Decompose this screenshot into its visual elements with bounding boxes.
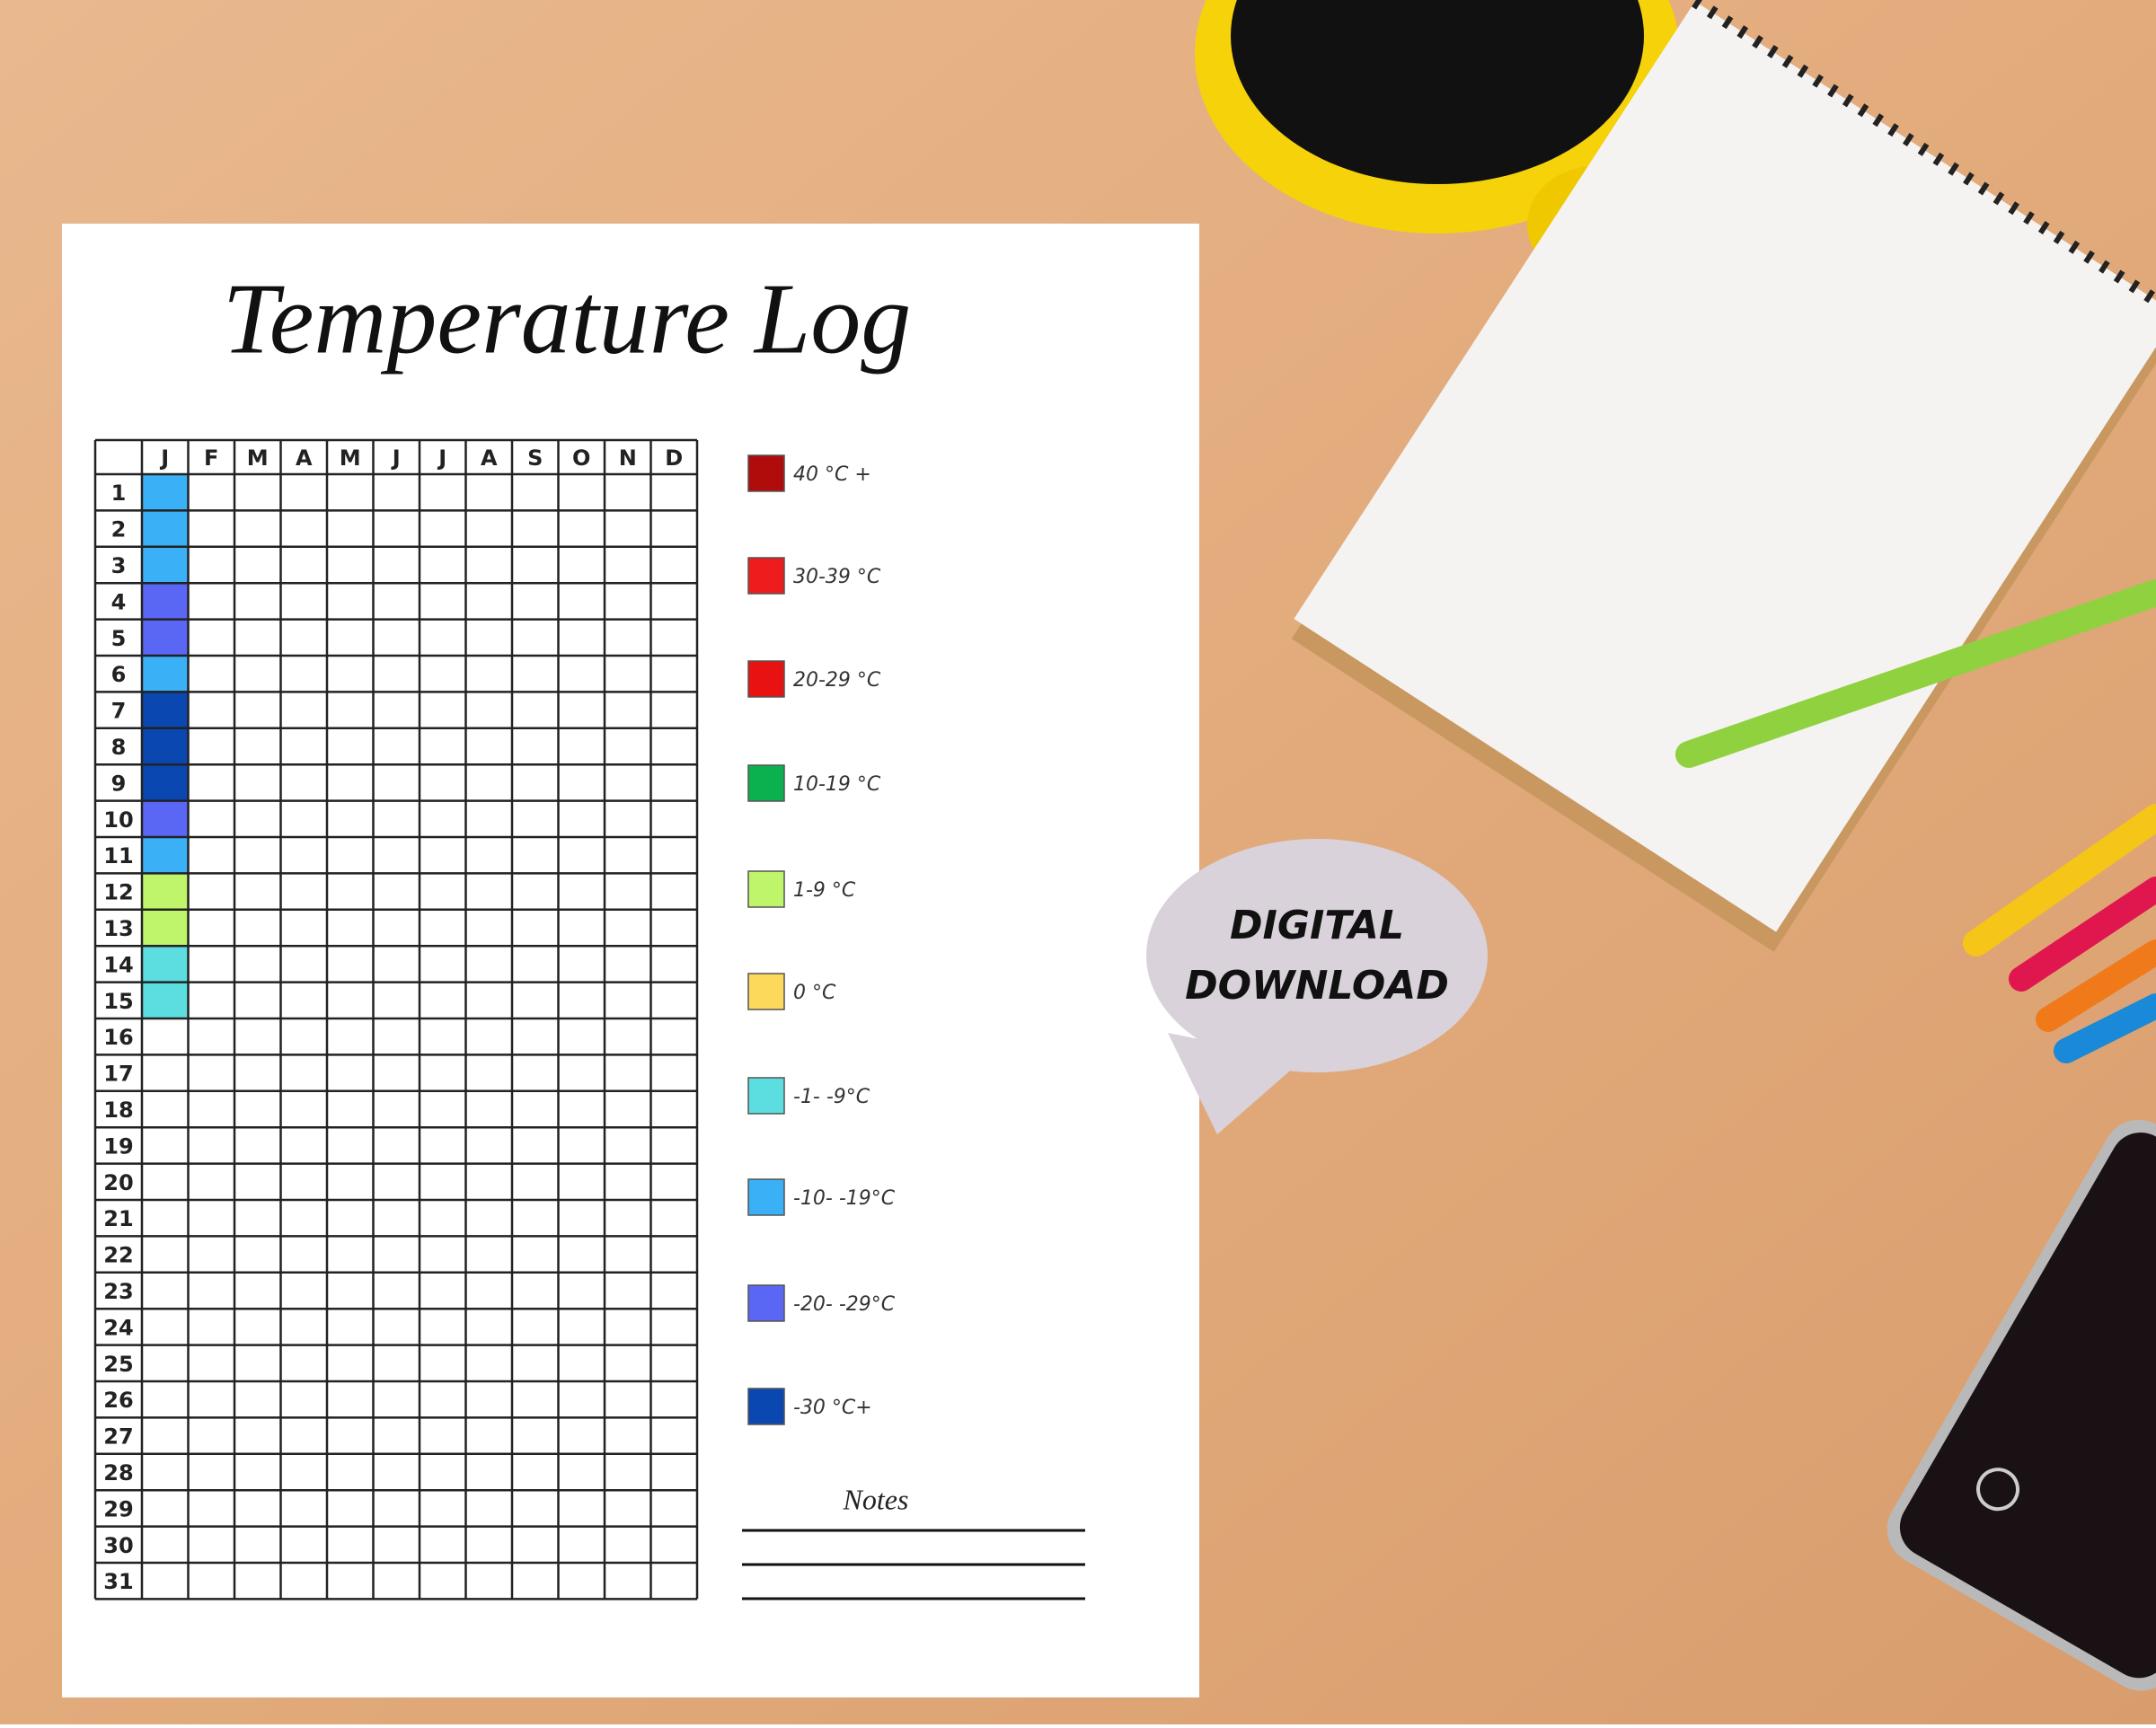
badge-line: DOWNLOAD xyxy=(1185,963,1449,1009)
day-label: 15 xyxy=(103,989,133,1014)
day-label: 22 xyxy=(103,1243,133,1268)
day-label: 24 xyxy=(103,1315,133,1340)
day-label: 23 xyxy=(103,1279,133,1304)
cell-fill xyxy=(142,837,189,874)
cell-fill xyxy=(142,474,189,511)
legend-label: 1-9 °C xyxy=(793,879,856,902)
day-label: 25 xyxy=(103,1352,133,1377)
day-label: 31 xyxy=(103,1569,133,1594)
title: Temperature Log xyxy=(223,264,911,375)
cell-fill xyxy=(142,764,189,801)
legend-swatch xyxy=(747,764,785,802)
month-label: O xyxy=(572,445,590,471)
cell-fill xyxy=(142,873,189,910)
cell-fill xyxy=(142,946,189,983)
cell-fill xyxy=(142,619,189,656)
legend-label: 0 °C xyxy=(793,982,836,1004)
month-label: D xyxy=(665,445,683,471)
notes-label: Notes xyxy=(843,1483,909,1515)
legend-swatch xyxy=(747,1388,785,1425)
calendar-grid: J F M A M J J A S O N D1234567891011121314151617181… xyxy=(93,438,699,1600)
day-label: 20 xyxy=(103,1170,133,1195)
legend: 40 °C + 30-39 °C 20-29 °C 10-19 °C 1-9 °C 0 °… xyxy=(747,454,896,1425)
day-label: 11 xyxy=(103,843,133,868)
month-label: N xyxy=(619,445,637,471)
day-label: 5 xyxy=(111,626,127,651)
legend-swatch xyxy=(747,1178,785,1216)
legend-label: 20-29 °C xyxy=(793,669,881,692)
legend-label: 10-19 °C xyxy=(793,773,881,796)
day-label: 28 xyxy=(103,1460,133,1486)
cell-fill xyxy=(142,800,189,837)
cell-fill xyxy=(142,692,189,728)
cell-fill xyxy=(142,656,189,692)
legend-label: -20- -29°C xyxy=(793,1293,896,1316)
month-label: M xyxy=(340,445,361,471)
month-label: S xyxy=(527,445,543,471)
day-label: 1 xyxy=(111,480,127,506)
day-label: 29 xyxy=(103,1496,133,1521)
cell-fill xyxy=(142,909,189,947)
cell-fill xyxy=(142,510,189,547)
day-label: 4 xyxy=(111,589,127,614)
day-label: 17 xyxy=(103,1062,133,1087)
legend-label: -30 °C+ xyxy=(793,1397,872,1419)
day-label: 13 xyxy=(103,916,133,941)
day-label: 30 xyxy=(103,1533,133,1558)
day-label: 8 xyxy=(111,735,127,760)
legend-label: 30-39 °C xyxy=(793,566,881,588)
day-label: 27 xyxy=(103,1424,133,1450)
day-label: 3 xyxy=(111,553,127,578)
day-label: 19 xyxy=(103,1133,133,1159)
day-label: 2 xyxy=(111,517,127,542)
day-label: 16 xyxy=(103,1025,133,1050)
month-label: A xyxy=(481,445,498,471)
legend-swatch xyxy=(747,660,785,698)
day-label: 6 xyxy=(111,662,127,687)
day-label: 7 xyxy=(111,699,127,724)
badge: DIGITAL DOWNLOAD xyxy=(1146,839,1488,1134)
legend-label: -10- -19°C xyxy=(793,1187,896,1210)
badge-line: DIGITAL xyxy=(1230,903,1404,948)
day-label: 26 xyxy=(103,1388,133,1413)
legend-swatch xyxy=(747,870,785,908)
legend-label: -1- -9°C xyxy=(793,1086,870,1108)
note-lines xyxy=(742,1529,1085,1600)
month-label: F xyxy=(204,445,218,471)
cell-fill xyxy=(142,583,189,620)
month-label: J xyxy=(391,445,401,471)
pens xyxy=(1675,579,2156,1063)
legend-swatch xyxy=(747,454,785,492)
day-label: 9 xyxy=(111,771,127,796)
legend-label: 40 °C + xyxy=(793,463,871,486)
legend-swatch xyxy=(747,973,785,1010)
legend-swatch xyxy=(747,1077,785,1115)
legend-swatch xyxy=(747,1284,785,1322)
day-label: 21 xyxy=(103,1206,133,1231)
day-label: 12 xyxy=(103,880,133,905)
day-label: 14 xyxy=(103,952,133,977)
legend-swatch xyxy=(747,557,785,595)
day-label: 18 xyxy=(103,1098,133,1123)
cell-fill xyxy=(142,727,189,765)
paper xyxy=(62,224,1199,1697)
cell-fill xyxy=(142,546,189,584)
notebook xyxy=(1291,0,2156,952)
month-label: M xyxy=(247,445,269,471)
month-label: J xyxy=(159,445,169,471)
month-label: A xyxy=(296,445,313,471)
cell-fill xyxy=(142,982,189,1018)
month-label: J xyxy=(437,445,446,471)
phone xyxy=(1886,1119,2156,1691)
day-label: 10 xyxy=(103,807,133,833)
